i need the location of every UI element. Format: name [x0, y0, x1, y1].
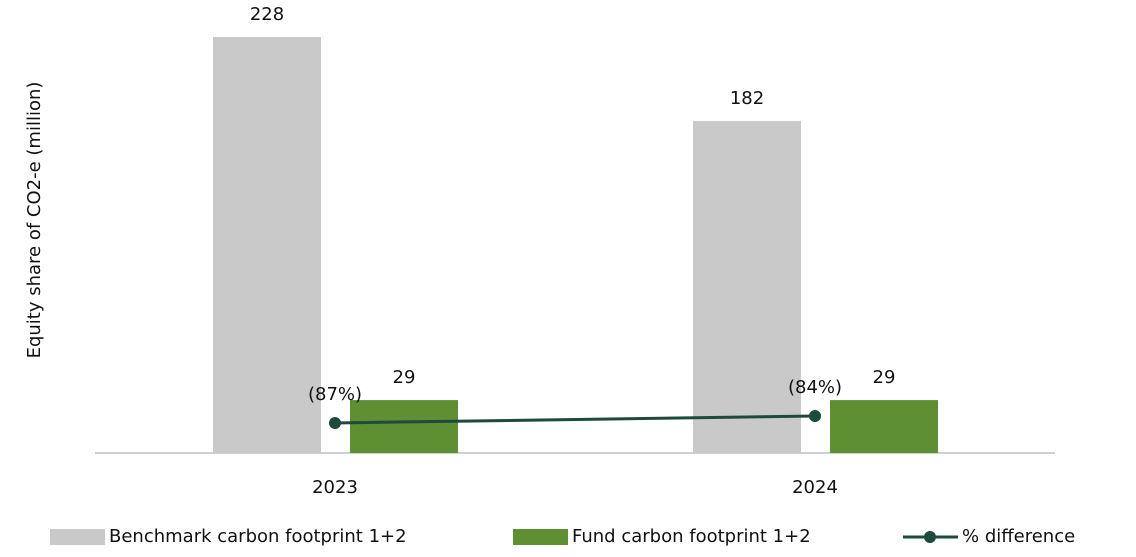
bar — [693, 120, 801, 454]
legend-swatch — [513, 529, 568, 545]
data-label: 182 — [730, 88, 764, 109]
legend-swatch — [50, 529, 105, 545]
line — [334, 414, 816, 425]
legend-swatch — [924, 531, 936, 543]
legend-label: Benchmark carbon footprint 1+2 — [109, 526, 407, 547]
data-label: 29 — [393, 367, 416, 388]
y-axis-label: Equity share of CO2-e (million) — [24, 82, 45, 359]
bar — [213, 37, 321, 453]
data-label: 29 — [873, 367, 896, 388]
legend-label: % difference — [962, 526, 1075, 547]
data-label: 228 — [250, 4, 284, 25]
line-point — [329, 416, 341, 429]
x-tick-label: 2023 — [312, 477, 358, 498]
bar — [830, 400, 938, 453]
line-point — [809, 410, 821, 423]
data-label: (84%) — [788, 377, 842, 398]
legend-label: Fund carbon footprint 1+2 — [572, 526, 811, 547]
bar — [350, 400, 458, 453]
data-label: (87%) — [308, 384, 362, 405]
x-tick-label: 2024 — [792, 477, 838, 498]
